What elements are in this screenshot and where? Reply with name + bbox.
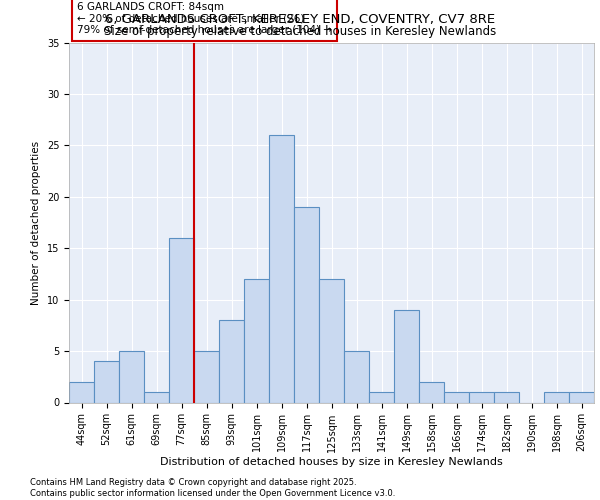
Bar — [194, 351, 219, 403]
Text: 6, GARLANDS CROFT, KERESLEY END, COVENTRY, CV7 8RE: 6, GARLANDS CROFT, KERESLEY END, COVENTR… — [105, 12, 495, 26]
Text: Contains HM Land Registry data © Crown copyright and database right 2025.
Contai: Contains HM Land Registry data © Crown c… — [30, 478, 395, 498]
Bar — [94, 362, 119, 403]
Bar — [319, 279, 344, 402]
Bar — [269, 135, 294, 402]
Bar — [494, 392, 519, 402]
Bar — [219, 320, 244, 402]
Bar — [369, 392, 394, 402]
Bar — [69, 382, 94, 402]
Bar — [444, 392, 469, 402]
Bar — [244, 279, 269, 402]
Bar — [294, 207, 319, 402]
Bar — [169, 238, 194, 402]
Bar — [344, 351, 369, 403]
X-axis label: Distribution of detached houses by size in Keresley Newlands: Distribution of detached houses by size … — [160, 457, 503, 467]
Bar — [544, 392, 569, 402]
Bar — [394, 310, 419, 402]
Bar — [144, 392, 169, 402]
Bar — [419, 382, 444, 402]
Bar — [569, 392, 594, 402]
Y-axis label: Number of detached properties: Number of detached properties — [31, 140, 41, 304]
Bar — [469, 392, 494, 402]
Text: 6 GARLANDS CROFT: 84sqm
← 20% of detached houses are smaller (26)
79% of semi-de: 6 GARLANDS CROFT: 84sqm ← 20% of detache… — [77, 2, 332, 35]
Text: Size of property relative to detached houses in Keresley Newlands: Size of property relative to detached ho… — [104, 25, 496, 38]
Bar — [119, 351, 144, 403]
